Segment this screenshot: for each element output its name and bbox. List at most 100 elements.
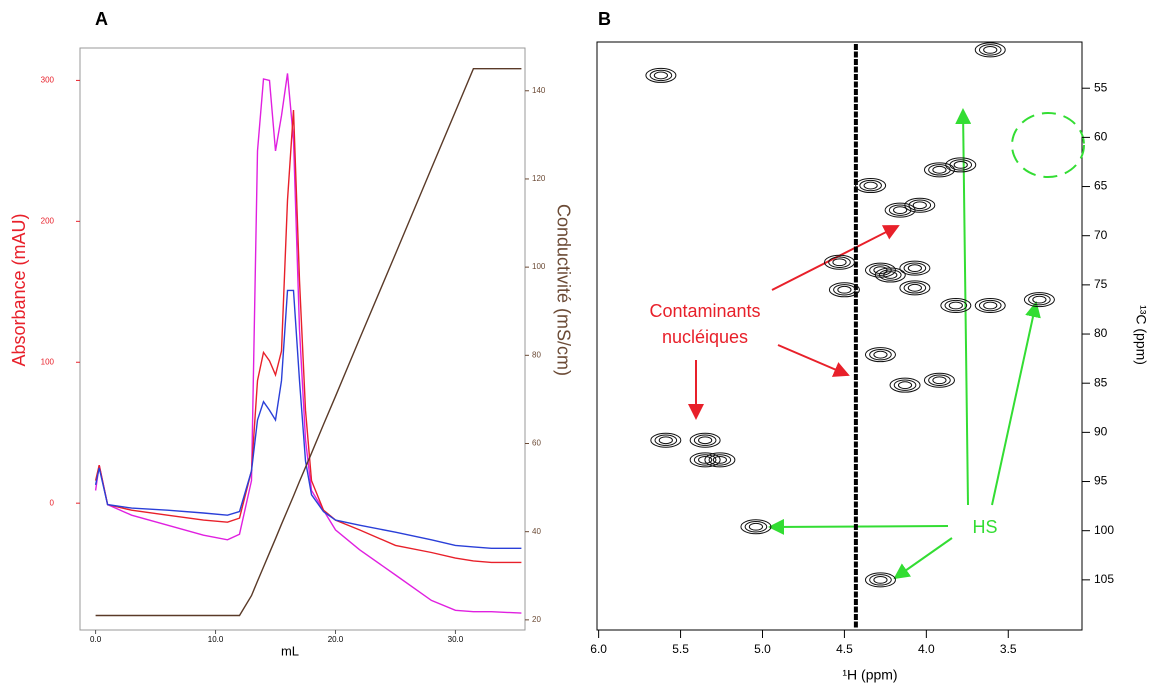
contour [907, 283, 922, 292]
contour [693, 454, 717, 466]
cross-peak [704, 452, 736, 468]
contour [645, 67, 677, 83]
x-tick-label: 0.0 [90, 635, 102, 644]
contour [878, 269, 902, 281]
contour [923, 162, 955, 178]
cross-peak [889, 377, 921, 393]
contour [978, 299, 1002, 312]
contour [948, 301, 963, 310]
x-tick-label: 5.0 [754, 642, 771, 656]
contour [869, 348, 892, 361]
x-tick-label: 4.5 [836, 642, 853, 656]
y-tick-label: 105 [1094, 572, 1114, 586]
series-line [94, 289, 522, 549]
contour [704, 452, 736, 468]
cross-peak [884, 202, 916, 218]
y-tick-label: 60 [1094, 130, 1108, 144]
contour [748, 522, 764, 531]
contour [978, 44, 1002, 56]
x-axis-label: ¹H (ppm) [842, 667, 897, 683]
cross-peak [940, 298, 972, 314]
contour [1032, 295, 1047, 304]
contour [869, 574, 892, 586]
cross-peak [945, 157, 977, 173]
y2-tick-label: 80 [532, 350, 541, 359]
contour [828, 256, 851, 268]
contour [889, 377, 921, 393]
y-tick-label: 300 [41, 76, 55, 85]
y-tick-label: 100 [1094, 523, 1114, 537]
x-axis-label: mL [281, 643, 299, 658]
contour [908, 199, 932, 211]
x-tick-label: 30.0 [448, 635, 464, 644]
y-tick-label: 85 [1094, 375, 1108, 389]
series-line [94, 73, 522, 614]
contour [893, 379, 917, 391]
contour [903, 282, 927, 294]
cross-peak [650, 432, 682, 448]
contour [949, 159, 973, 171]
contour [689, 452, 721, 468]
contour [824, 254, 855, 270]
cross-peak [874, 267, 906, 283]
x-tick-label: 20.0 [328, 635, 344, 644]
contour [953, 161, 968, 169]
contour [903, 262, 927, 274]
y-tick-label: 80 [1094, 326, 1108, 340]
cross-peak [899, 260, 931, 276]
contour [983, 45, 998, 54]
contour [899, 260, 931, 276]
y2-axis-label: Conductivité (mS/cm) [553, 204, 573, 376]
contour [859, 179, 882, 192]
y-tick-label: 75 [1094, 277, 1108, 291]
contour [874, 267, 906, 283]
contour [658, 436, 673, 445]
y-tick-label: 70 [1094, 228, 1108, 242]
contour [923, 372, 955, 388]
cross-peak [689, 452, 721, 468]
contour [1023, 292, 1055, 308]
contour [740, 519, 772, 535]
x-tick-label: 4.0 [918, 642, 935, 656]
cross-peak [904, 197, 936, 213]
annotation: Contaminants [649, 301, 760, 321]
y2-tick-label: 40 [532, 527, 541, 536]
cross-peak [1023, 292, 1055, 308]
contour [888, 204, 912, 216]
y2-tick-label: 120 [532, 174, 546, 183]
panel-label: B [598, 9, 611, 29]
contour [698, 436, 713, 445]
contour [855, 178, 887, 194]
contour [944, 299, 968, 312]
y2-tick-label: 60 [532, 439, 541, 448]
contour [928, 374, 951, 386]
contour [940, 298, 972, 314]
y-axis-label: Absorbance (mAU) [9, 213, 29, 366]
contour [693, 434, 717, 446]
plot-frame [596, 41, 1083, 631]
contour [837, 285, 852, 294]
contour [649, 69, 673, 82]
cross-peak [645, 67, 677, 83]
contour [932, 376, 947, 385]
contour [912, 201, 927, 210]
y2-tick-label: 100 [532, 262, 546, 271]
contour [832, 258, 847, 267]
contour [899, 280, 931, 296]
contour [708, 454, 732, 466]
contour [712, 455, 727, 464]
y-tick-label: 100 [41, 357, 55, 366]
cross-peak [824, 254, 855, 270]
y-tick-label: 55 [1094, 80, 1108, 94]
y2-tick-label: 140 [532, 86, 546, 95]
annotation: nucléiques [662, 327, 748, 347]
contour [897, 381, 913, 390]
contour [744, 521, 768, 533]
cross-peak [974, 42, 1006, 58]
series-line [94, 109, 522, 564]
contour [864, 347, 896, 363]
contour [884, 202, 916, 218]
cross-peak [864, 347, 896, 363]
contour [932, 165, 947, 174]
